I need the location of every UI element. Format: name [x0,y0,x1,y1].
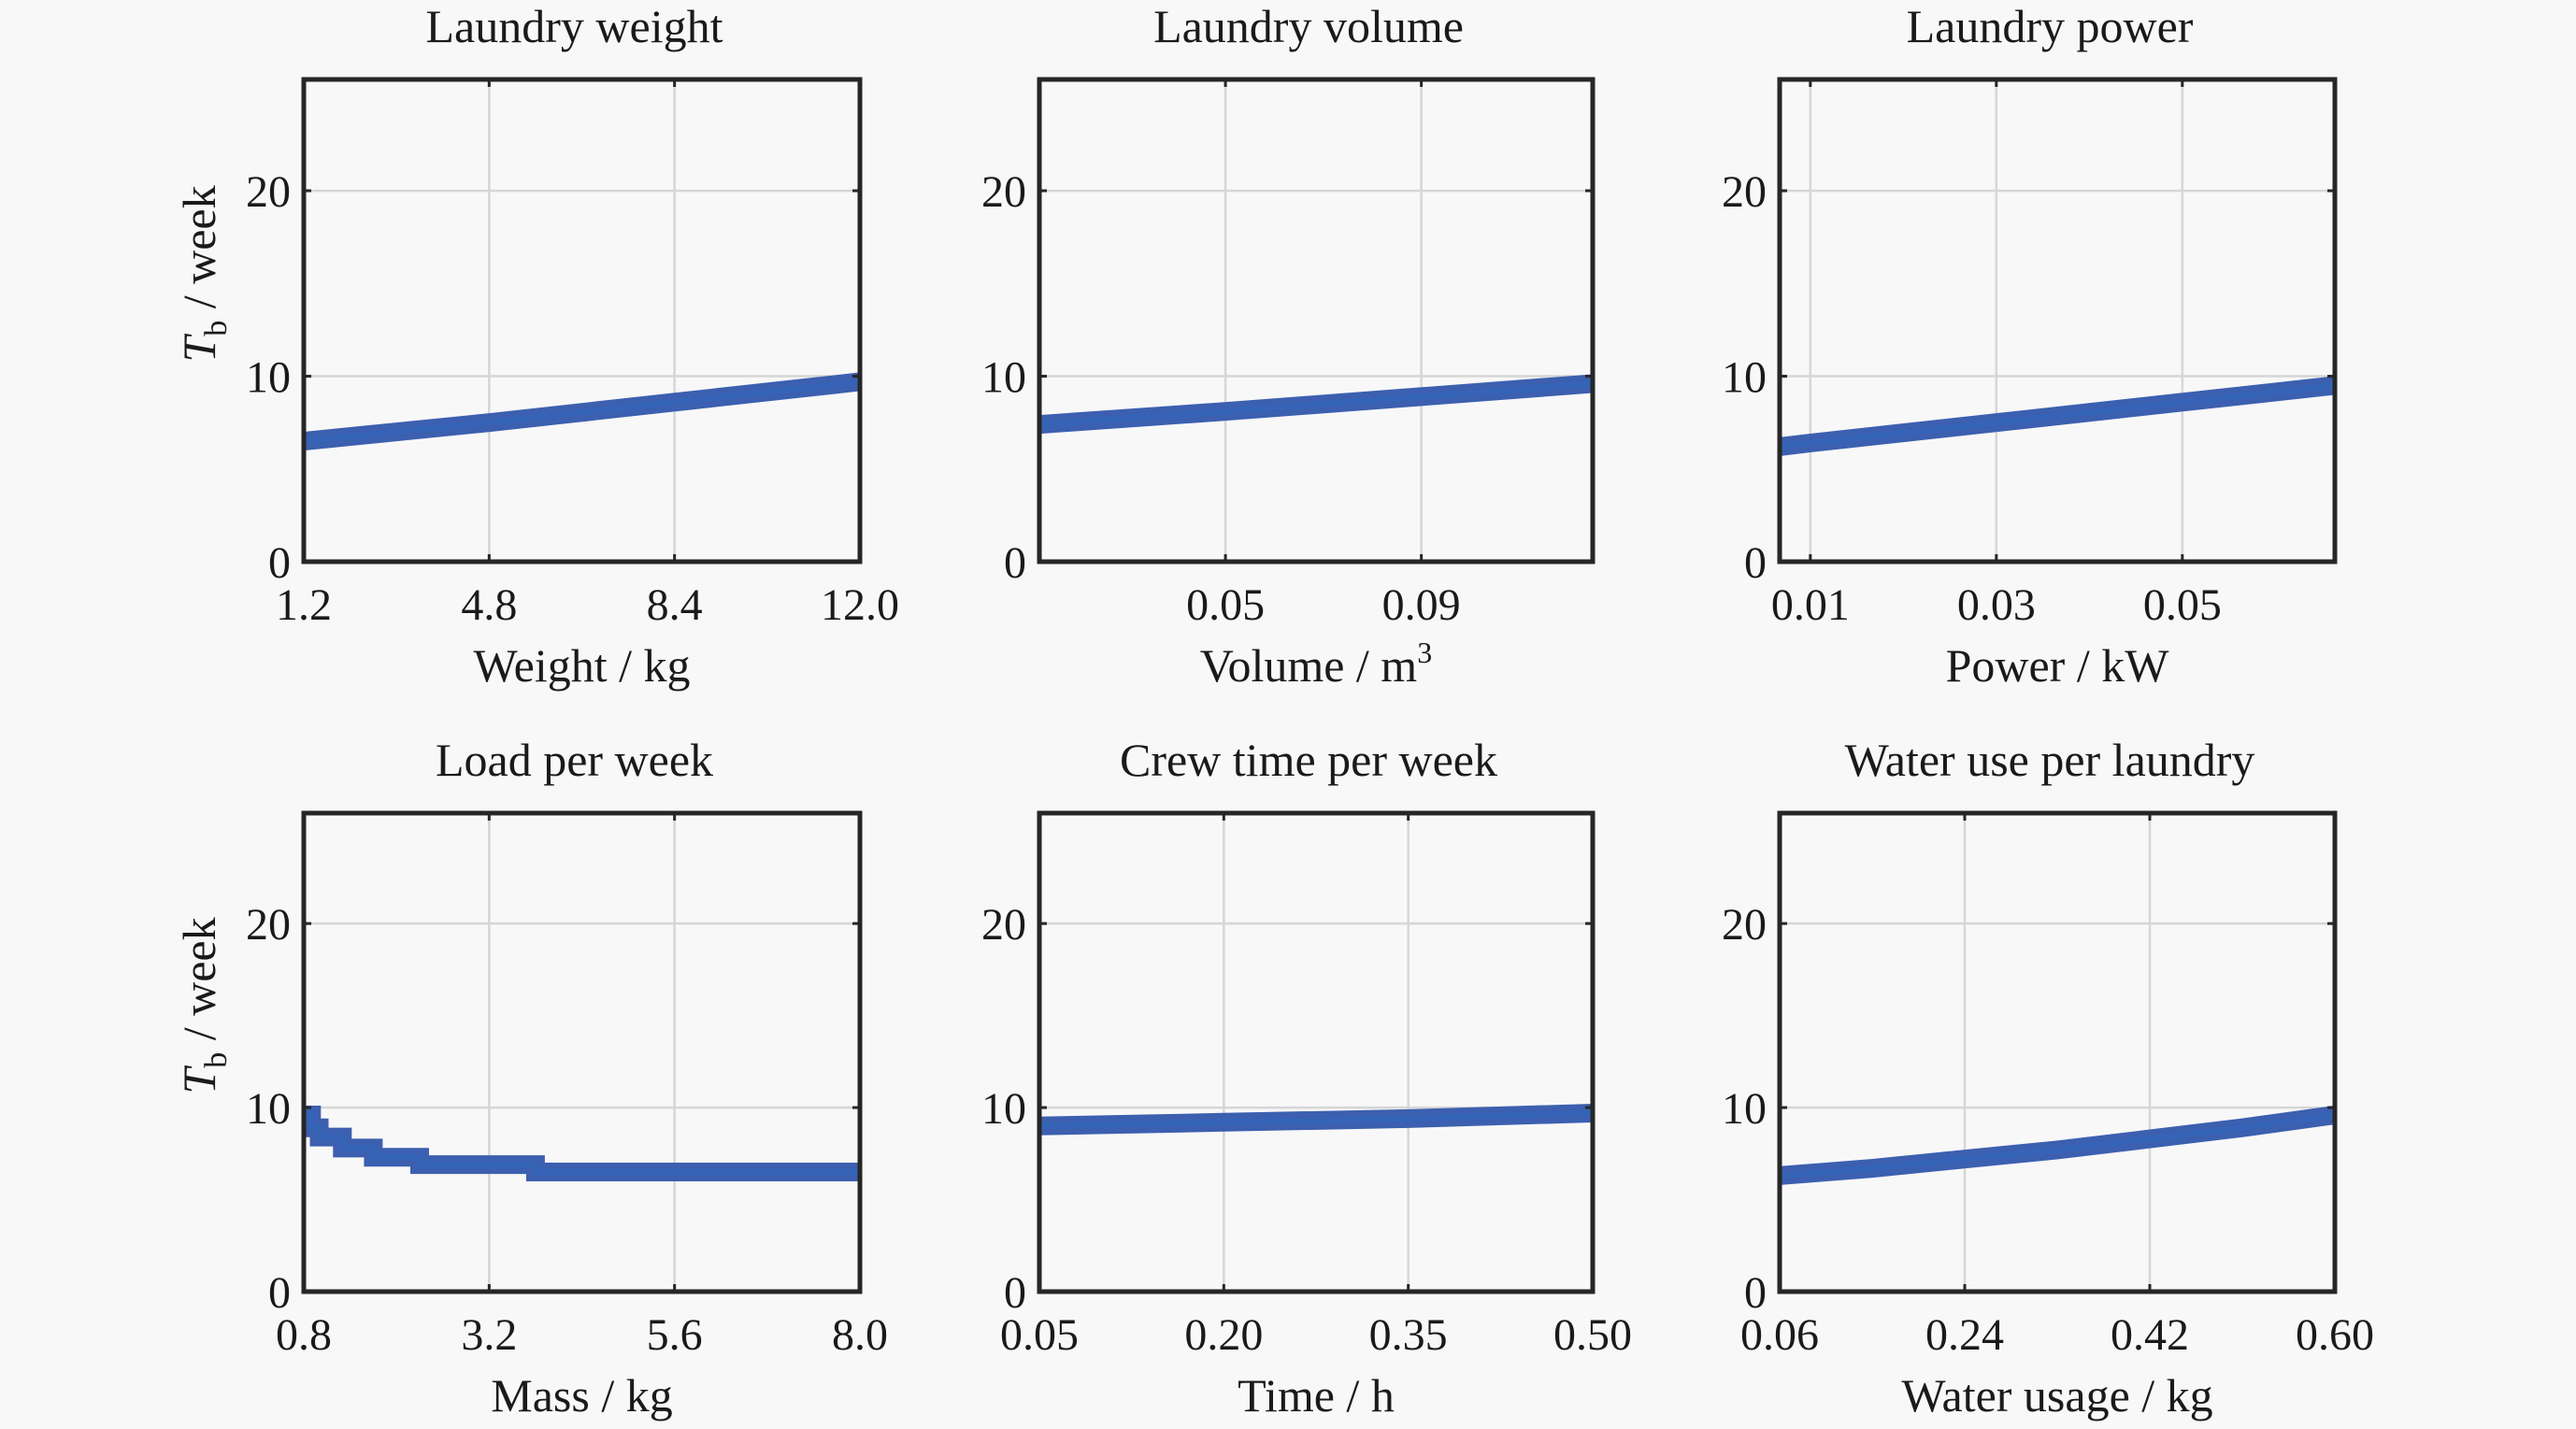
y-tick-label: 10 [246,1084,291,1134]
y-tick-label: 20 [1722,900,1767,950]
y-tick-label: 20 [246,167,291,217]
series-line-highlight [304,379,860,445]
x-axis-label: Water usage / kg [1901,1369,2212,1422]
series-line-highlight [1039,1109,1593,1130]
x-axis-label: Power / kW [1946,639,2170,692]
x-tick-label: 8.0 [832,1310,888,1360]
series-line-highlight [1780,1111,2335,1179]
subplot-3: 0.01 0.03 0.05 0 10 20 Laundry power Power / kW [1722,0,2338,692]
x-tick-label: 0.06 [1740,1310,1819,1360]
x-tick-label: 12.0 [821,580,899,630]
y-tick-label: 20 [246,900,291,950]
x-tick-label: 5.6 [647,1310,703,1360]
series-line-highlight [1039,380,1593,428]
axes-frame [1777,77,2338,564]
x-tick-label: 0.20 [1184,1310,1263,1360]
series-line-highlight [1780,382,2335,450]
axes-background [304,79,860,562]
x-axis-label: Volume / m3 [1200,636,1432,692]
x-axis-label: Time / h [1238,1369,1395,1422]
axes-background [1039,79,1593,562]
axes-frame [301,77,863,564]
y-tick-label: 20 [981,167,1026,217]
y-tick-label: 10 [981,353,1026,403]
axes-frame [1037,810,1596,1294]
x-tick-label: 3.2 [461,1310,517,1360]
x-tick-label: 0.05 [1186,580,1265,630]
y-tick-label: 10 [1722,1084,1767,1134]
subplot-4: 0.8 3.2 5.6 8.0 0 10 20 Load per week Mass / kg T… [173,734,888,1422]
subplot-title: Laundry weight [426,0,723,52]
x-tick-label: 0.42 [2111,1310,2189,1360]
axes-frame [1037,77,1596,564]
subplot-5: 0.05 0.20 0.35 0.50 0 10 20 Crew time per week T… [981,734,1632,1422]
y-tick-label: 0 [268,538,291,588]
y-tick-label: 20 [981,900,1026,950]
y-axis-label: Tb / week [173,917,234,1093]
x-tick-label: 4.8 [461,580,517,630]
axes-background [1039,813,1593,1292]
x-tick-label: 0.05 [1000,1310,1079,1360]
x-tick-label: 0.01 [1771,580,1850,630]
y-tick-label: 0 [1004,1268,1026,1318]
y-axis-label: Tb / week [173,185,234,362]
subplot-1: 1.2 4.8 8.4 12.0 0 10 20 Laundry weight Weight /… [173,0,899,692]
subplot-2: 0.05 0.09 0 10 20 Laundry volume Volume / m3 [981,0,1596,692]
subplot-title: Water use per laundry [1845,734,2255,786]
subplot-title: Load per week [436,734,713,786]
x-tick-label: 0.03 [1957,580,2036,630]
x-tick-label: 0.50 [1553,1310,1632,1360]
x-axis-label: Weight / kg [473,639,690,692]
axes-background [1780,813,2335,1292]
x-tick-label: 0.8 [276,1310,332,1360]
y-tick-label: 20 [1722,167,1767,217]
x-tick-label: 8.4 [647,580,703,630]
x-tick-label: 0.24 [1925,1310,2004,1360]
axes-background [304,813,860,1292]
y-tick-label: 10 [981,1084,1026,1134]
y-tick-label: 0 [1744,1268,1767,1318]
subplot-title: Laundry power [1907,0,2194,52]
y-tick-label: 10 [1722,353,1767,403]
series-line-highlight [304,1111,860,1176]
x-tick-label: 0.05 [2143,580,2222,630]
y-tick-label: 0 [1004,538,1026,588]
y-tick-label: 10 [246,353,291,403]
y-tick-label: 0 [268,1268,291,1318]
x-tick-label: 1.2 [276,580,332,630]
subplot-6: 0.06 0.24 0.42 0.60 0 10 20 Water use per laund… [1722,734,2374,1422]
axes-frame [301,810,863,1294]
axes-frame [1777,810,2338,1294]
x-tick-label: 0.35 [1369,1310,1448,1360]
x-tick-label: 0.60 [2296,1310,2374,1360]
x-axis-label: Mass / kg [491,1369,672,1422]
axes-background [1780,79,2335,562]
subplot-title: Laundry volume [1153,0,1464,52]
x-tick-label: 0.09 [1382,580,1461,630]
y-tick-label: 0 [1744,538,1767,588]
subplot-title: Crew time per week [1120,734,1497,786]
